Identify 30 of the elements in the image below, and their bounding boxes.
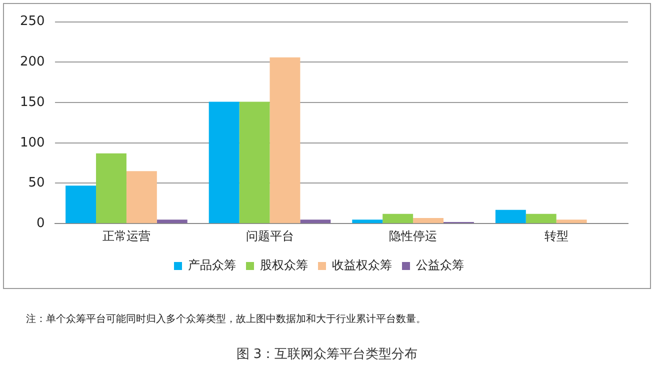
- y-tick-label: 200: [20, 54, 45, 70]
- y-tick-label: 50: [28, 176, 45, 191]
- legend-label: 股权众筹: [260, 258, 308, 272]
- bar: [126, 171, 157, 224]
- y-tick-label: 0: [36, 216, 45, 231]
- x-tick-label: 正常运营: [102, 228, 150, 243]
- bar: [208, 102, 240, 224]
- x-tick-label: 转型: [544, 228, 568, 243]
- x-tick-label: 隐性停运: [389, 228, 438, 243]
- bar: [270, 57, 300, 224]
- y-tick-label: 250: [20, 14, 45, 30]
- legend-label: 公益众筹: [416, 258, 464, 272]
- bar: [239, 102, 270, 224]
- bar: [413, 218, 444, 224]
- y-tick-label: 100: [20, 135, 45, 150]
- bar: [352, 220, 383, 224]
- x-tick-label: 问题平台: [246, 228, 294, 243]
- bar: [96, 153, 126, 224]
- bar: [526, 214, 556, 224]
- bar: [382, 214, 414, 224]
- bar: [156, 220, 188, 224]
- bar: [556, 220, 587, 224]
- bar: [66, 186, 96, 224]
- y-tick-label: 150: [20, 94, 45, 110]
- text: 注：单个众筹平台可能同时归入多个众筹类型，故上图中数据加和大于行业累计平台数量。: [26, 312, 426, 326]
- text: 图 3：互联网众筹平台类型分布: [235, 346, 419, 363]
- legend-label: 产品众筹: [188, 258, 236, 272]
- bar: [300, 220, 331, 224]
- bar: [495, 210, 526, 224]
- legend-label: 收益权众筹: [332, 258, 392, 272]
